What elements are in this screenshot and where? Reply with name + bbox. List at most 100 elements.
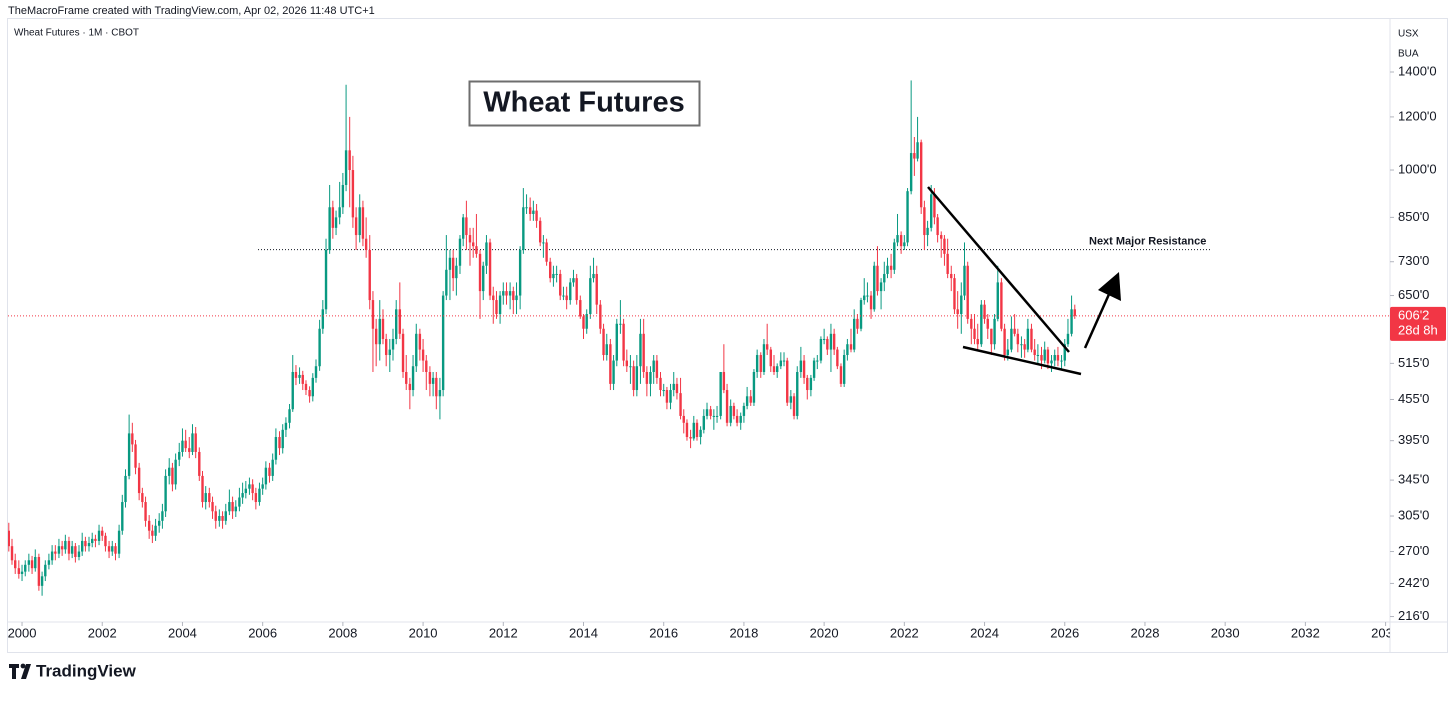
candle-body [211, 502, 214, 512]
candle-body [455, 265, 458, 279]
candle-body [384, 338, 388, 356]
candle-body [154, 525, 157, 536]
y-tick-label: 345'0 [1398, 472, 1429, 487]
x-tick-label: 2000 [8, 625, 37, 640]
candle-body [188, 448, 191, 452]
candle-body [114, 546, 117, 554]
candle-body [194, 433, 197, 452]
candle-body [418, 333, 422, 350]
candle-body [121, 502, 124, 531]
candle-body [732, 405, 736, 416]
x-tick-label: 2008 [328, 625, 357, 640]
y-tick-label: 216'0 [1398, 608, 1429, 623]
candle-body [57, 546, 61, 554]
candle-body [80, 540, 84, 552]
candle-body [522, 207, 525, 250]
candle-body [60, 546, 64, 550]
candle-body [953, 278, 956, 310]
candle-body [1010, 328, 1013, 350]
candle-body [304, 383, 308, 391]
candle-body [1040, 355, 1043, 361]
candle-body [1026, 328, 1030, 350]
candle-body [1053, 355, 1056, 361]
candle-body [358, 207, 361, 236]
candle-body [913, 153, 916, 159]
candle-body [308, 390, 311, 397]
logo-dot [20, 663, 26, 669]
candle-body [348, 150, 351, 171]
candle-body [916, 142, 919, 159]
candle-body [368, 249, 371, 301]
logo-slash [21, 664, 31, 679]
candle-body [20, 571, 24, 574]
candle-body [84, 540, 87, 547]
candle-body [879, 282, 883, 292]
y-axis: 1400'0 1200'0 1000'0 850'0 730'0 650'0 515'0 45… [1390, 63, 1437, 623]
candle-body [291, 371, 294, 410]
candle-body [629, 366, 632, 368]
candle-body [685, 422, 689, 438]
candle-body [244, 488, 248, 494]
candle-body [441, 295, 445, 391]
candle-body [431, 377, 435, 384]
candle-body [532, 210, 535, 214]
candle-body [475, 246, 478, 254]
candle-body [625, 360, 629, 367]
candle-body [565, 295, 568, 301]
candle-body [873, 265, 876, 310]
candle-body [171, 467, 174, 485]
candle-body [234, 506, 237, 512]
y-tick-label: 650'0 [1398, 287, 1429, 302]
candle-body [886, 265, 889, 274]
candle-body [67, 540, 71, 554]
candle-body [451, 257, 455, 279]
candle-body [468, 235, 472, 243]
candle-body [869, 295, 873, 310]
candle-body [228, 502, 231, 512]
candle-body [535, 210, 538, 221]
candle-body [201, 475, 204, 503]
y-tick-label: 1200'0 [1398, 108, 1437, 123]
title-box [468, 80, 701, 127]
candle-body [435, 377, 438, 397]
candle-body [328, 207, 331, 250]
candle-body [765, 344, 769, 350]
candle-body [137, 467, 141, 494]
candle-body [933, 194, 936, 218]
candle-body [94, 538, 97, 541]
candle-body [719, 371, 722, 416]
candle-body [27, 560, 31, 565]
candle-body [488, 242, 492, 296]
candle-body [288, 409, 291, 423]
x-tick-label: 2018 [729, 625, 758, 640]
candle-body [585, 314, 588, 329]
candle-body [351, 170, 355, 218]
candle-body [74, 546, 77, 557]
candle-body [428, 371, 432, 384]
candle-body [1056, 355, 1060, 361]
candle-body [91, 538, 94, 544]
candle-body [485, 242, 488, 266]
candle-body [238, 497, 241, 507]
candle-body [14, 560, 17, 569]
candle-body [569, 282, 572, 301]
candle-body [722, 371, 726, 391]
candle-body [361, 207, 365, 239]
candle-body [164, 475, 167, 512]
candle-body [559, 273, 562, 296]
candle-body [816, 360, 819, 362]
candle-body [762, 344, 766, 372]
candle-body [725, 390, 729, 423]
candle-body [866, 295, 869, 297]
unit: BUA [1398, 49, 1419, 60]
candle-body [749, 396, 752, 403]
candle-body [779, 360, 783, 367]
candle-body [311, 377, 314, 397]
candle-body [1036, 355, 1040, 357]
candle-body [926, 227, 929, 236]
candle-body [739, 415, 742, 423]
candle-body [284, 422, 288, 430]
candle-body [986, 318, 989, 329]
arrow-head [1098, 272, 1121, 301]
candle-body [909, 153, 913, 192]
